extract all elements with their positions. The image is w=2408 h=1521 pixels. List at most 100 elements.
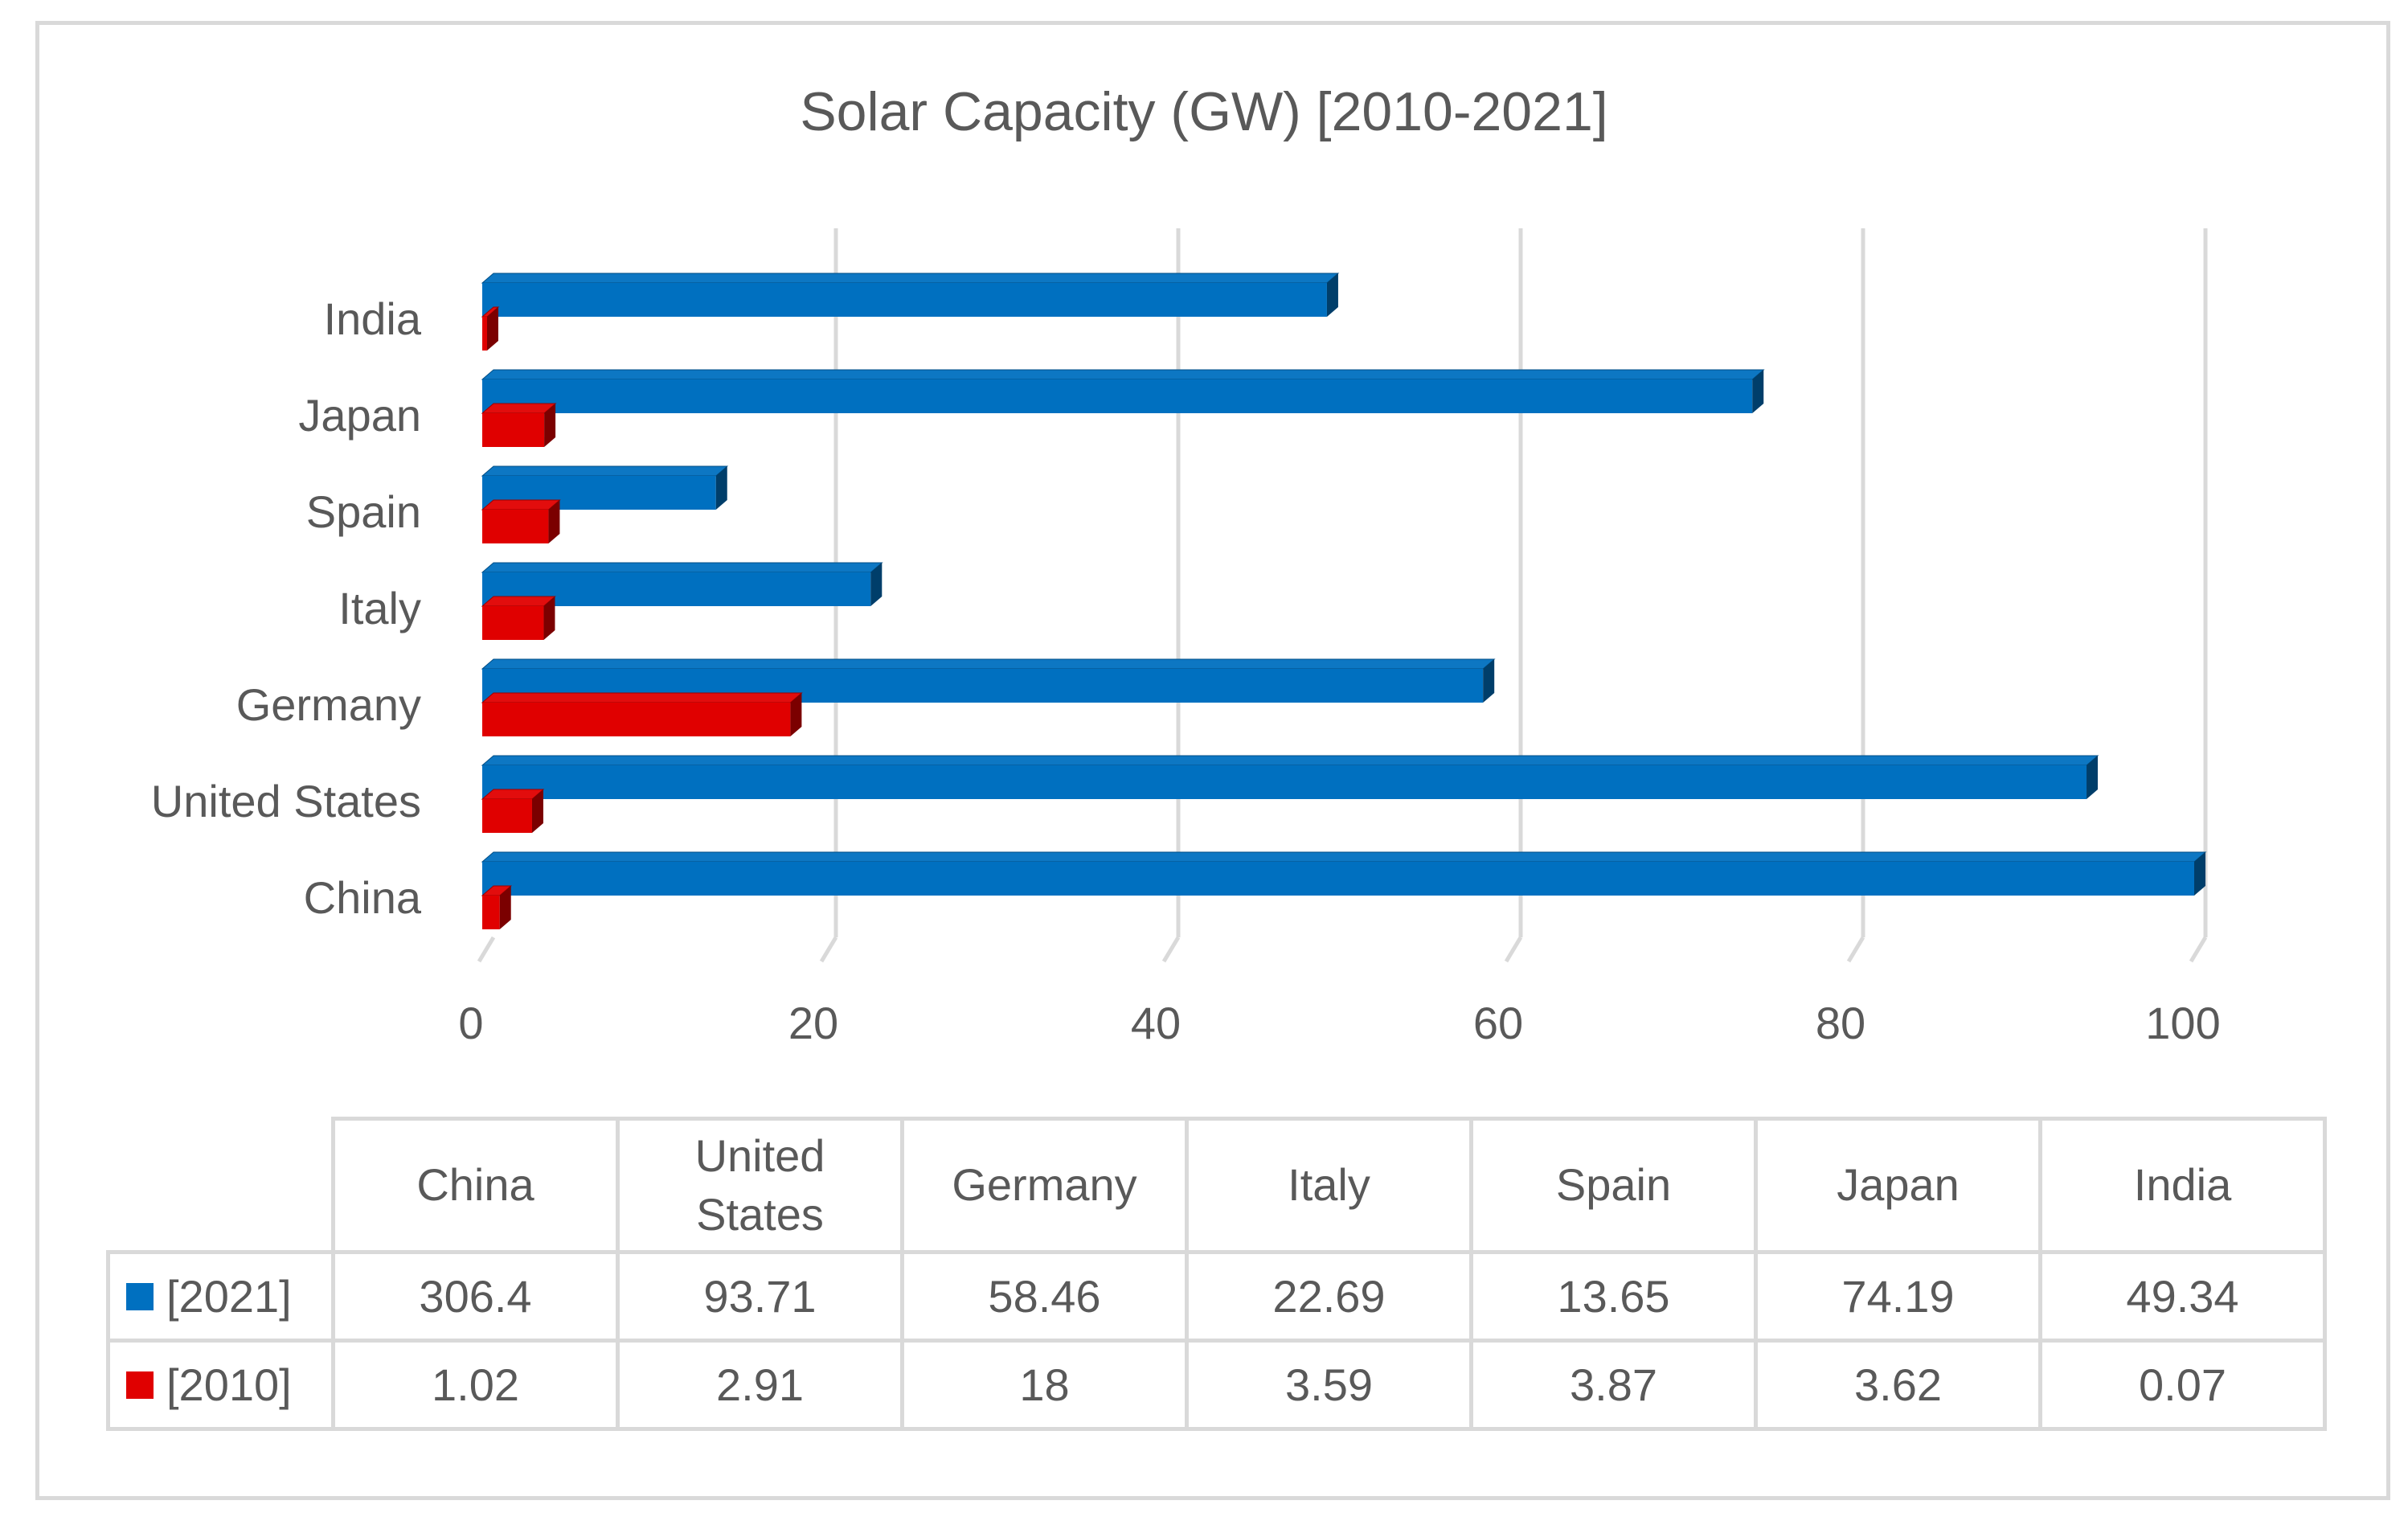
bar-front-face (482, 896, 500, 929)
bar-2010 (481, 885, 513, 929)
bar-top-face (481, 851, 2207, 863)
bar-2010 (481, 403, 557, 447)
data-table-cell: 0.07 (2038, 1339, 2327, 1431)
data-table-corner (108, 1118, 335, 1254)
data-table-cell: 22.69 (1185, 1250, 1473, 1343)
bar-front-face (482, 510, 549, 543)
x-tick-label: 80 (1816, 998, 1865, 1048)
data-table-cell: 74.19 (1754, 1250, 2042, 1343)
bar-end-face (487, 307, 498, 351)
legend-label: [2010] (166, 1359, 292, 1410)
x-tick-label: 40 (1131, 998, 1181, 1048)
bar-end-face (548, 500, 560, 543)
data-table-header: Germany (900, 1117, 1189, 1254)
data-table-cell: 3.62 (1754, 1339, 2042, 1431)
bar-front-face (482, 799, 532, 833)
data-table-header: United States (616, 1117, 904, 1254)
bar-end-face (1752, 370, 1764, 413)
data-table-header: Spain (1469, 1117, 1758, 1254)
bar-2010 (481, 499, 561, 543)
bar-2010 (481, 596, 556, 640)
bar-end-face (1326, 273, 1338, 317)
y-tick-label: China (304, 872, 422, 923)
x-tick-label: 60 (1473, 998, 1523, 1048)
bar-end-face (790, 693, 802, 736)
bar-2010 (481, 692, 803, 736)
bar-front-face (482, 283, 1327, 317)
bar-end-face (715, 466, 727, 510)
data-table-header: Japan (1754, 1117, 2042, 1254)
bar-2021 (481, 562, 883, 606)
bar-end-face (870, 563, 883, 606)
bar-top-face (481, 562, 883, 573)
gridline-floor (1846, 936, 1865, 963)
y-tick-label: Germany (236, 679, 421, 730)
x-tick-label: 100 (2145, 998, 2220, 1048)
bar-2021 (481, 273, 1340, 317)
bar-front-face (482, 703, 791, 736)
y-tick-label: Italy (338, 583, 421, 633)
bar-end-face (2087, 756, 2099, 799)
legend-label: [2021] (166, 1271, 292, 1322)
bar-front-face (482, 606, 544, 640)
data-table-cell: 3.59 (1185, 1339, 1473, 1431)
bar-top-face (481, 465, 729, 477)
data-table-cell: 13.65 (1469, 1250, 1758, 1343)
bar-end-face (2194, 852, 2205, 896)
bar-top-face (481, 273, 1340, 284)
bar-top-face (481, 692, 803, 703)
bar-top-face (481, 369, 1765, 380)
data-table-cell: 18 (900, 1339, 1189, 1431)
bar-2021 (481, 658, 1496, 703)
bar-top-face (481, 499, 561, 510)
data-table-cell: 3.87 (1469, 1339, 1758, 1431)
x-tick-label: 0 (458, 998, 483, 1048)
y-tick-label: Japan (298, 390, 421, 441)
data-table-header-row: China United States Germany Italy Spain … (108, 1117, 2327, 1254)
data-table-header: Italy (1185, 1117, 1473, 1254)
data-table-row-2021: [2021] 306.4 93.71 58.46 22.69 13.65 74.… (106, 1250, 2327, 1343)
chart-title: Solar Capacity (GW) [2010-2021] (800, 81, 1608, 142)
bar-top-face (481, 403, 557, 414)
data-table-header: China (331, 1117, 620, 1254)
bar-end-face (499, 886, 511, 929)
data-table-row-2010: [2010] 1.02 2.91 18 3.59 3.87 3.62 0.07 (106, 1339, 2327, 1431)
gridline-floor (1161, 936, 1181, 963)
bar-end-face (1483, 659, 1495, 703)
y-tick-label: Spain (306, 486, 421, 537)
bar-top-face (481, 658, 1496, 670)
data-table-cell: 1.02 (331, 1339, 620, 1431)
gridline-floor (2189, 936, 2208, 963)
data-table-cell: 306.4 (331, 1250, 620, 1343)
data-table-cell: 93.71 (616, 1250, 904, 1343)
bar-top-face (481, 755, 2099, 766)
legend-swatch-2010 (126, 1371, 154, 1399)
legend-entry-2010: [2010] (106, 1339, 335, 1431)
data-table-cell: 2.91 (616, 1339, 904, 1431)
bar-end-face (543, 597, 555, 640)
y-tick-label: India (324, 293, 422, 344)
data-table-cell: 49.34 (2038, 1250, 2327, 1343)
bar-front-face (482, 862, 2194, 896)
bar-front-face (482, 413, 545, 447)
bar-2021 (481, 369, 1765, 413)
bar-top-face (481, 596, 556, 607)
data-table-cell: 58.46 (900, 1250, 1189, 1343)
bar-end-face (544, 404, 556, 447)
gridline-floor (1504, 936, 1523, 963)
bar-front-face (482, 317, 487, 351)
legend-swatch-2021 (126, 1283, 154, 1310)
gridline-floor (477, 936, 496, 963)
gridline-floor (819, 936, 838, 963)
data-table: China United States Germany Italy Spain … (106, 1117, 2327, 1431)
legend-entry-2021: [2021] (106, 1250, 335, 1343)
bar-end-face (531, 789, 543, 833)
bar-2021 (481, 851, 2207, 896)
bar-2010 (481, 306, 500, 351)
bar-front-face (482, 765, 2087, 799)
bar-front-face (482, 379, 1753, 413)
x-tick-label: 20 (788, 998, 838, 1048)
bar-2021 (481, 755, 2099, 799)
bar-2010 (481, 789, 545, 833)
